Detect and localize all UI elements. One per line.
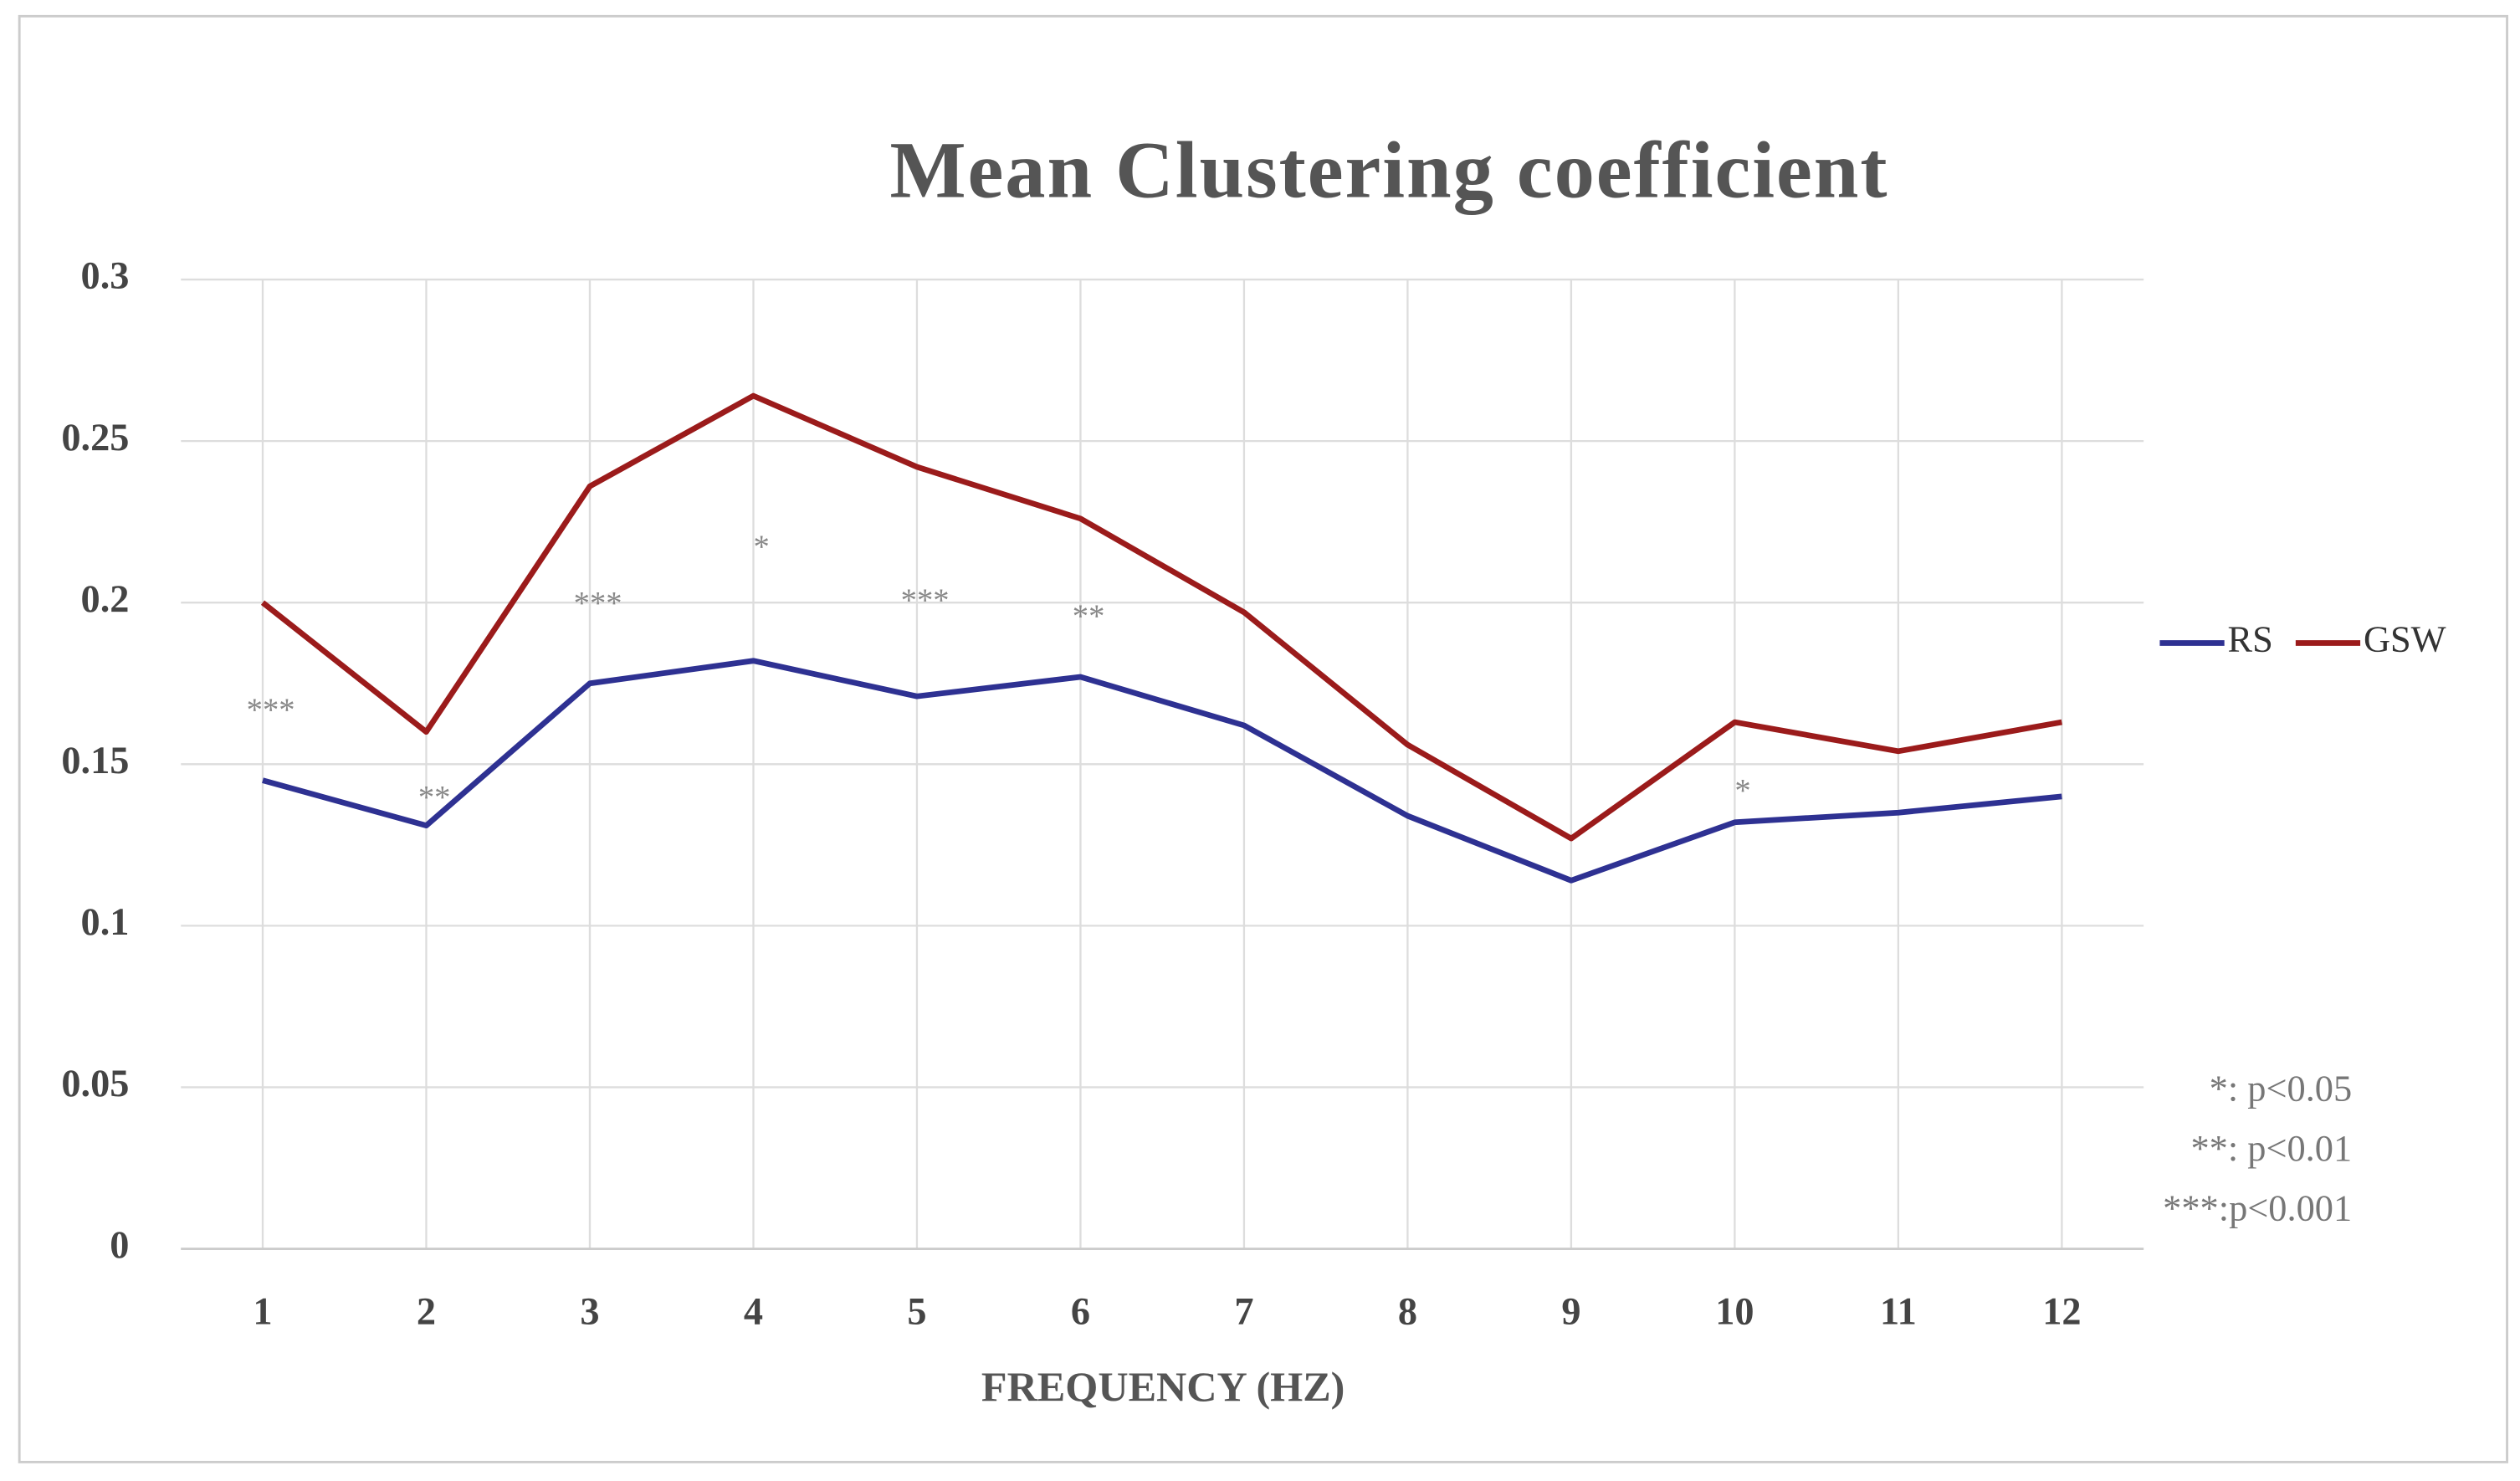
- x-tick-label: 12: [2042, 1290, 2081, 1333]
- p-value-note: ***:p<0.001: [2163, 1186, 2352, 1228]
- y-tick-label: 0.25: [61, 417, 129, 459]
- x-tick-label: 7: [1234, 1290, 1253, 1333]
- x-tick-label: 9: [1561, 1290, 1580, 1333]
- x-axis-title: FREQUENCY (HZ): [981, 1363, 1345, 1410]
- x-tick-label: 10: [1715, 1290, 1754, 1333]
- significance-annotation: ***: [901, 583, 950, 618]
- x-tick-label: 11: [1880, 1290, 1917, 1333]
- y-tick-label: 0: [110, 1224, 129, 1267]
- significance-annotation: ***: [247, 693, 295, 728]
- legend-label: GSW: [2364, 618, 2446, 660]
- legend-label: RS: [2228, 618, 2273, 660]
- y-tick-label: 0.1: [81, 901, 130, 944]
- x-tick-label: 1: [253, 1290, 272, 1333]
- significance-annotation: *: [1734, 774, 1750, 809]
- x-tick-label: 2: [417, 1290, 436, 1333]
- p-value-note: *: p<0.05: [2210, 1067, 2353, 1109]
- x-tick-label: 8: [1398, 1290, 1417, 1333]
- x-tick-label: 6: [1071, 1290, 1090, 1333]
- y-tick-label: 0.15: [61, 740, 129, 782]
- y-tick-label: 0.3: [81, 255, 130, 298]
- y-tick-label: 0.05: [61, 1063, 129, 1105]
- x-tick-label: 4: [744, 1290, 763, 1333]
- significance-annotation: *: [753, 530, 769, 565]
- x-tick-label: 3: [580, 1290, 599, 1333]
- significance-annotation: **: [1073, 599, 1105, 634]
- chart-title: Mean Clustering coefficient: [890, 126, 1889, 215]
- y-tick-label: 0.2: [81, 578, 130, 621]
- significance-annotation: **: [418, 780, 451, 815]
- x-tick-label: 5: [907, 1290, 926, 1333]
- p-value-note: **: p<0.01: [2190, 1127, 2352, 1169]
- series-line: [260, 392, 2062, 842]
- significance-annotation: ***: [574, 587, 622, 622]
- series-line: [262, 658, 2062, 884]
